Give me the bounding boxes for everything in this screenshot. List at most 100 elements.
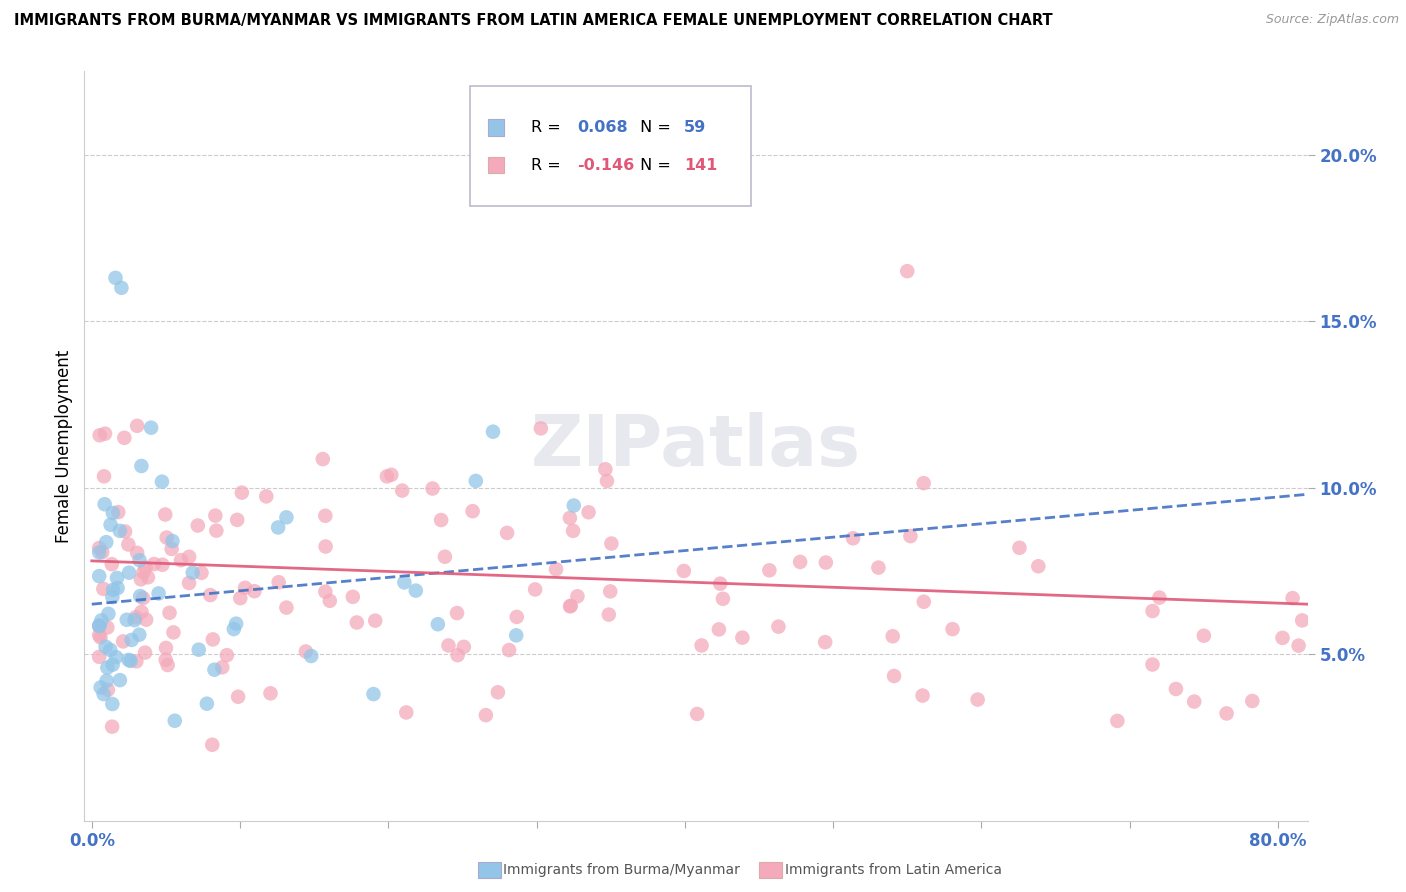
Point (96, 620, 118, 634)
Point (1164, 681, 1187, 696)
Point (143, 557, 166, 571)
Point (107, 581, 129, 595)
Bar (488, 157, 505, 173)
Point (89, 628, 111, 642)
Point (132, 591, 155, 605)
Point (125, 654, 148, 668)
Point (148, 586, 170, 600)
Point (430, 513, 453, 527)
Point (600, 536, 623, 550)
Point (319, 594, 342, 608)
Point (1291, 613, 1313, 627)
Point (1107, 714, 1129, 728)
Point (89, 545, 111, 559)
Y-axis label: Female Unemployment: Female Unemployment (55, 350, 73, 542)
Point (89, 541, 111, 555)
Point (89, 619, 111, 633)
Point (156, 531, 179, 545)
Point (159, 606, 181, 620)
Point (686, 706, 709, 721)
Point (101, 697, 124, 711)
Point (461, 504, 484, 518)
Point (299, 648, 322, 663)
Point (380, 467, 402, 482)
Point (231, 485, 253, 500)
Point (243, 584, 266, 599)
Point (101, 557, 124, 571)
Point (150, 558, 173, 572)
Point (128, 628, 150, 642)
Text: R =: R = (531, 120, 565, 135)
Point (121, 632, 143, 647)
Point (160, 541, 183, 556)
Point (868, 560, 890, 574)
Point (911, 689, 934, 703)
Point (108, 524, 131, 538)
Point (115, 613, 138, 627)
Point (1288, 639, 1310, 653)
Point (170, 553, 193, 567)
Point (464, 474, 486, 488)
Point (118, 653, 141, 667)
Text: Source: ZipAtlas.com: Source: ZipAtlas.com (1265, 13, 1399, 27)
Point (312, 452, 335, 467)
Point (200, 588, 222, 602)
Point (599, 584, 621, 599)
Point (181, 566, 204, 580)
Point (201, 738, 224, 752)
Point (187, 518, 209, 533)
Point (276, 510, 298, 524)
Text: Immigrants from Latin America: Immigrants from Latin America (785, 863, 1001, 877)
Point (1192, 629, 1215, 643)
Point (177, 576, 200, 591)
Point (125, 610, 148, 624)
Point (912, 595, 935, 609)
Point (567, 589, 589, 603)
Point (1142, 604, 1164, 618)
Point (127, 418, 149, 433)
Point (135, 613, 157, 627)
Point (814, 556, 837, 570)
Point (94, 640, 117, 654)
Text: R =: R = (531, 158, 565, 172)
Point (179, 549, 201, 564)
Text: IMMIGRANTS FROM BURMA/MYANMAR VS IMMIGRANTS FROM LATIN AMERICA FEMALE UNEMPLOYME: IMMIGRANTS FROM BURMA/MYANMAR VS IMMIGRA… (14, 13, 1053, 29)
Point (1271, 631, 1294, 645)
Point (314, 584, 336, 599)
Point (93, 687, 115, 701)
Point (112, 431, 135, 445)
Point (104, 270, 127, 285)
Point (544, 562, 567, 576)
Point (558, 599, 581, 614)
Point (315, 540, 337, 554)
Point (150, 475, 173, 489)
Point (496, 525, 519, 540)
Point (1182, 695, 1205, 709)
Point (222, 622, 245, 636)
Point (486, 685, 509, 699)
Point (124, 613, 146, 627)
Point (127, 546, 149, 560)
Point (89, 631, 111, 645)
FancyBboxPatch shape (470, 87, 751, 206)
Point (162, 534, 184, 549)
Point (128, 553, 150, 567)
Point (225, 616, 247, 631)
Point (789, 555, 811, 569)
Point (97, 607, 120, 621)
Point (375, 469, 398, 483)
Point (267, 575, 290, 590)
Point (900, 529, 922, 543)
Point (912, 476, 935, 491)
Point (342, 590, 364, 604)
Text: N =: N = (636, 158, 676, 172)
Point (215, 648, 238, 662)
Point (187, 642, 209, 657)
Point (101, 720, 124, 734)
Point (155, 653, 177, 667)
Point (672, 564, 695, 578)
Point (506, 610, 529, 624)
Point (97, 682, 120, 697)
Point (882, 629, 904, 643)
Bar (488, 120, 505, 136)
